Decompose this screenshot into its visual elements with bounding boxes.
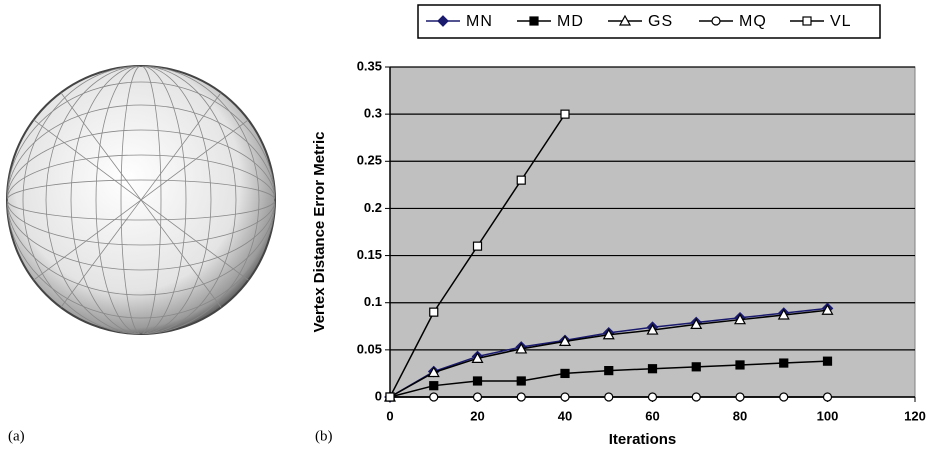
point [517,393,525,401]
point [430,382,438,390]
x-tick-label: 120 [904,408,926,423]
legend-marker [712,17,720,25]
point [517,377,525,385]
legend: MN MD GS MQ VL [418,5,880,38]
x-tick-label: 0 [386,408,393,423]
point [474,242,482,250]
legend-label: GS [648,13,673,30]
point [517,176,525,184]
y-tick-label: 0.3 [364,106,382,121]
point [780,393,788,401]
y-tick-label: 0.25 [357,153,382,168]
y-tick-label: 0.05 [357,341,382,356]
y-tick-label: 0.15 [357,247,382,262]
legend-label: MN [466,13,493,30]
legend-label: MQ [739,13,767,30]
point [474,393,482,401]
point [649,365,657,373]
point [605,367,613,375]
sphere-mesh [7,66,275,334]
x-tick-label: 80 [733,408,747,423]
legend-label: MD [557,13,584,30]
chart: 0 0.05 0.1 0.15 0.2 0.25 0.3 0.35 0 20 40 60 80 100 12… [311,5,926,448]
legend-marker [803,17,811,25]
point [430,308,438,316]
point [561,110,569,118]
point [692,363,700,371]
point [736,393,744,401]
legend-label: VL [830,13,852,30]
legend-marker [530,17,538,25]
y-tick-label: 0.1 [364,294,382,309]
x-tick-label: 40 [558,408,572,423]
y-axis-title: Vertex Distance Error Metric [311,132,328,333]
point [824,357,832,365]
point [824,393,832,401]
point [780,359,788,367]
point [561,393,569,401]
panel-label: (b) [315,428,333,444]
x-axis-title: Iterations [609,431,677,448]
point [736,361,744,369]
point [649,393,657,401]
y-tick-label: 0 [375,388,382,403]
panel-label: (a) [8,428,25,444]
x-tick-label: 20 [470,408,484,423]
x-tick-label: 100 [817,408,839,423]
point [692,393,700,401]
point [386,393,394,401]
point [605,393,613,401]
figure: (a) (b) 0 0.05 0.1 0.15 0.2 0.25 0.3 0.35 0 20 40 6… [0,0,933,455]
point [474,377,482,385]
point [430,393,438,401]
plot-area [390,67,915,397]
x-tick-label: 60 [645,408,659,423]
y-tick-label: 0.2 [364,200,382,215]
point [561,369,569,377]
y-tick-label: 0.35 [357,58,382,73]
